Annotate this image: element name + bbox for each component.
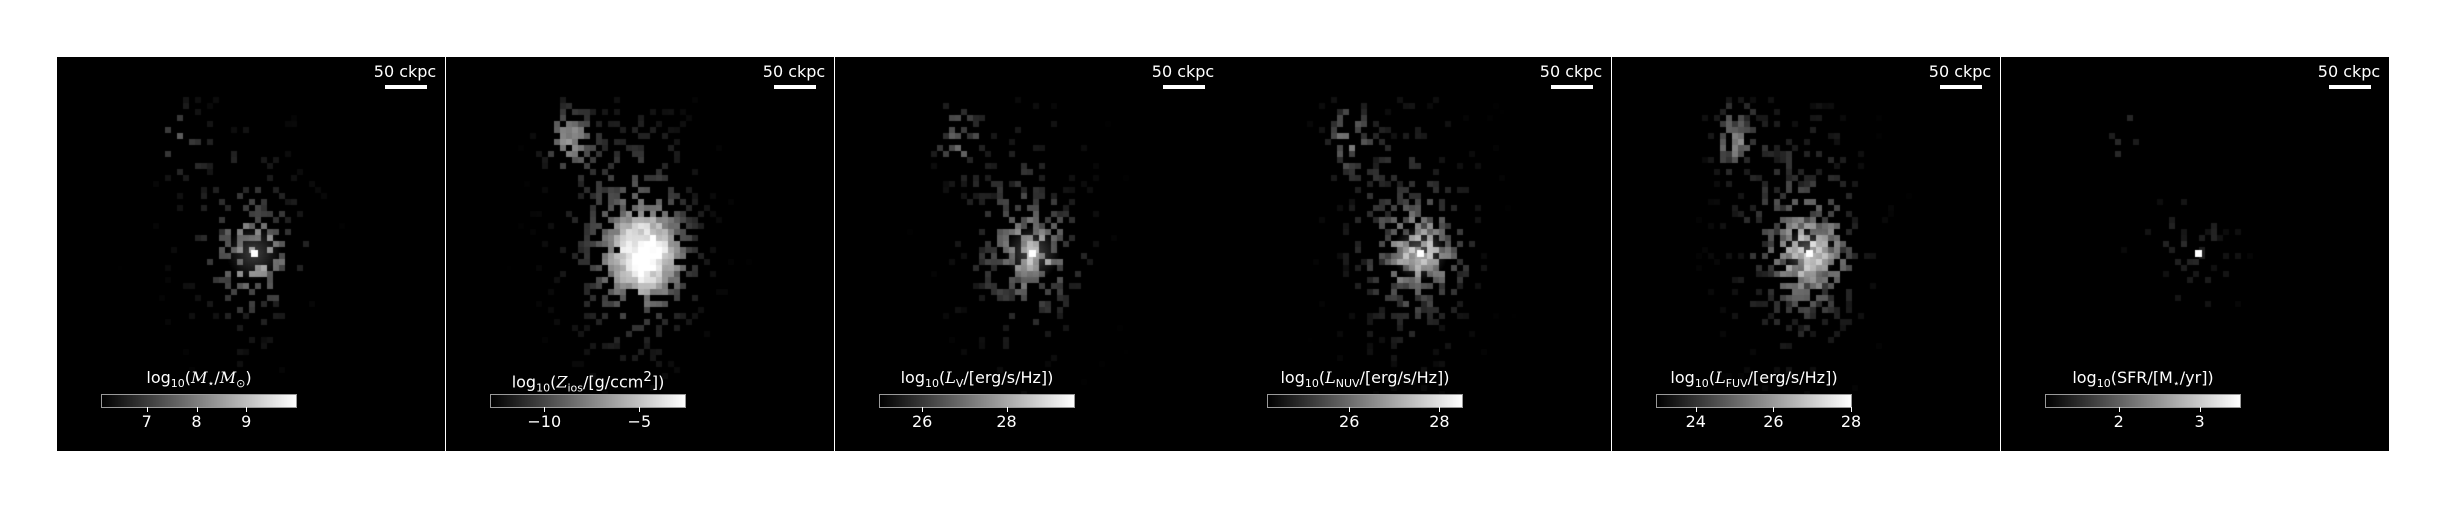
scalebar: 50 ckpc: [1540, 63, 1602, 93]
map-mass: [57, 57, 445, 451]
colorbar-ticklabel: 24: [1685, 412, 1706, 431]
colorbar-tick: [1773, 407, 1775, 412]
colorbar-tick: [1006, 407, 1008, 412]
colorbar-label: log10(LFUV/[erg/s/Hz]): [1670, 368, 1838, 391]
colorbar-tick: [544, 407, 546, 412]
map-lum_v: [835, 57, 1223, 451]
colorbar-tick: [1851, 407, 1852, 412]
map-lum_nuv: [1223, 57, 1611, 451]
colorbar-ticklabel: 9: [241, 412, 252, 431]
scalebar-line: [1940, 85, 1982, 89]
map-sfr: [2001, 57, 2389, 451]
colorbar: log10(LFUV/[erg/s/Hz]) 24 26 28: [1656, 369, 1861, 431]
scalebar-line: [385, 85, 427, 89]
colorbar-tick: [2118, 407, 2120, 412]
map-lum_fuv: [1612, 57, 2000, 451]
panel-metallicity: 50 ckpc log10(Zios/[g/ccm2]) −10 −5: [446, 57, 834, 451]
colorbar-label: log10(Zios/[g/ccm2]): [511, 370, 665, 395]
scalebar-label: 50 ckpc: [762, 62, 826, 81]
colorbar-gradient: [101, 394, 297, 408]
colorbar-gradient: [490, 394, 686, 408]
colorbar-ticklabel: 26: [911, 412, 933, 431]
scalebar: 50 ckpc: [763, 63, 825, 93]
colorbar-gradient: [879, 394, 1075, 408]
scalebar: 50 ckpc: [1152, 63, 1214, 93]
colorbar-tick: [246, 407, 248, 412]
panel-lum_nuv: 50 ckpc log10(LNUV/[erg/s/Hz]) 26 28: [1223, 57, 1611, 451]
scalebar: 50 ckpc: [374, 63, 436, 93]
colorbar-label: log10(M⋆/M⊙): [146, 368, 252, 391]
colorbar: log10(LNUV/[erg/s/Hz]) 26 28: [1267, 369, 1463, 431]
scalebar-line: [2329, 85, 2371, 89]
colorbar-tick: [1439, 407, 1441, 412]
panel-lum_fuv: 50 ckpc log10(LFUV/[erg/s/Hz]) 24 26 28: [1612, 57, 2000, 451]
colorbar-ticklabel: −5: [627, 412, 652, 431]
colorbar-ticklabel: −10: [527, 412, 562, 431]
colorbar-tick: [922, 407, 924, 412]
panel-mass: 50 ckpc log10(M⋆/M⊙) 7 8 9: [57, 57, 445, 451]
colorbar-ticklabel: 28: [1429, 412, 1450, 431]
colorbar-gradient: [1267, 394, 1463, 408]
colorbar-label: log10(LV/[erg/s/Hz]): [900, 368, 1054, 391]
colorbar: log10(Zios/[g/ccm2]) −10 −5: [490, 369, 686, 431]
colorbar-ticklabel: 3: [2194, 412, 2205, 431]
colorbar-ticklabel: 2: [2113, 412, 2124, 431]
colorbar-ticklabel: 8: [191, 412, 202, 431]
colorbar: log10(SFR/[M⋆/yr]) 2 3: [2045, 369, 2241, 431]
scalebar: 50 ckpc: [2318, 63, 2380, 93]
panel-lum_v: 50 ckpc log10(LV/[erg/s/Hz]) 26 28: [835, 57, 1223, 451]
colorbar-tick: [1695, 407, 1697, 412]
scalebar-line: [774, 85, 816, 89]
colorbar-ticklabel: 26: [1339, 412, 1360, 431]
colorbar-ticklabel: 7: [141, 412, 152, 431]
scalebar-label: 50 ckpc: [2317, 62, 2381, 81]
figure: 50 ckpc log10(M⋆/M⊙) 7 8 9 50 ckpc log10(Zios/…: [57, 57, 2389, 451]
colorbar-tick: [639, 407, 641, 412]
scalebar-label: 50 ckpc: [1539, 62, 1603, 81]
colorbar-ticklabel: 28: [996, 412, 1017, 431]
scalebar-line: [1551, 85, 1593, 89]
colorbar-gradient: [1656, 394, 1852, 408]
colorbar-ticklabel: 26: [1763, 412, 1784, 431]
colorbar-label: log10(LNUV/[erg/s/Hz]): [1280, 368, 1450, 391]
colorbar-gradient: [2045, 394, 2241, 408]
colorbar: log10(LV/[erg/s/Hz]) 26 28: [879, 369, 1075, 431]
scalebar-label: 50 ckpc: [1151, 62, 1215, 81]
colorbar-tick: [2199, 407, 2201, 412]
colorbar-label: log10(SFR/[M⋆/yr]): [2072, 368, 2214, 391]
map-metallicity: [446, 57, 834, 451]
colorbar-ticklabel: 28: [1840, 412, 1862, 431]
scalebar-label: 50 ckpc: [373, 62, 437, 81]
scalebar-label: 50 ckpc: [1928, 62, 1992, 81]
scalebar-line: [1163, 85, 1205, 89]
colorbar-tick: [1349, 407, 1351, 412]
colorbar-tick: [146, 407, 148, 412]
colorbar: log10(M⋆/M⊙) 7 8 9: [101, 369, 297, 431]
colorbar-tick: [196, 407, 198, 412]
scalebar: 50 ckpc: [1929, 63, 1991, 93]
panel-sfr: 50 ckpc log10(SFR/[M⋆/yr]) 2 3: [2001, 57, 2389, 451]
